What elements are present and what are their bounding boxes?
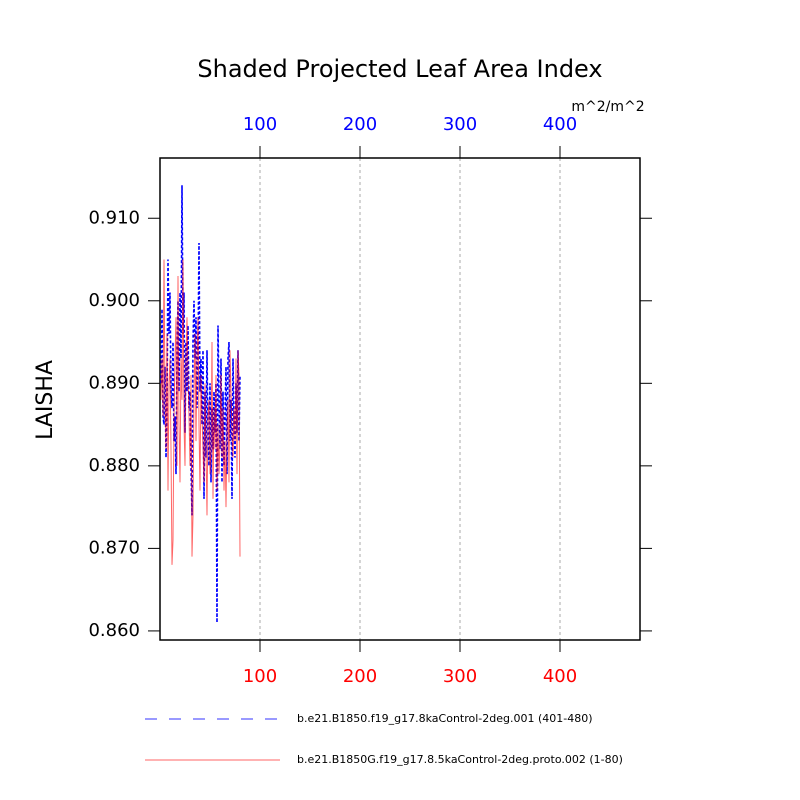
y-axis-label: LAISHA [33,360,58,440]
legend-label: b.e21.B1850G.f19_g17.8.5kaControl-2deg.p… [297,753,623,766]
x-tick-label: 100 [243,666,277,687]
y-tick-label: 0.900 [88,290,140,311]
x2-tick-label: 100 [243,114,277,135]
x-tick-label: 200 [343,666,377,687]
x-tick-label: 300 [443,666,477,687]
x2-tick-label: 200 [343,114,377,135]
x-tick-label: 400 [543,666,577,687]
legend-label: b.e21.B1850.f19_g17.8kaControl-2deg.001 … [297,712,593,725]
y-tick-label: 0.890 [88,372,140,393]
x2-tick-label: 400 [543,114,577,135]
data-line [160,259,241,565]
units-label: m^2/m^2 [571,99,644,115]
y-tick-label: 0.880 [88,455,140,476]
y-tick-label: 0.870 [88,537,140,558]
y-tick-label: 0.910 [88,207,140,228]
chart-title: Shaded Projected Leaf Area Index [197,55,602,83]
x2-tick-label: 300 [443,114,477,135]
y-tick-label: 0.860 [88,620,140,641]
plot-frame [159,157,641,641]
